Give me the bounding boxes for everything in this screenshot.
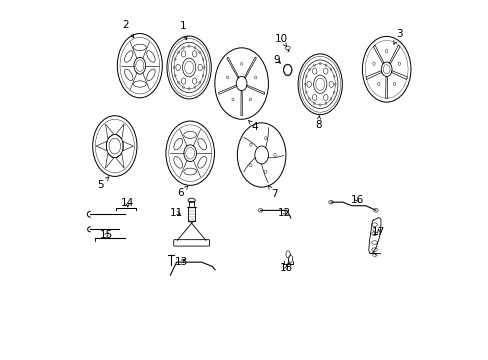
Text: 11: 11 bbox=[170, 208, 183, 218]
Text: 6: 6 bbox=[177, 186, 187, 198]
Text: 12: 12 bbox=[278, 208, 291, 218]
Text: 7: 7 bbox=[268, 185, 277, 199]
Text: 5: 5 bbox=[97, 177, 109, 190]
Text: 16: 16 bbox=[350, 195, 363, 204]
Text: 1: 1 bbox=[180, 21, 187, 40]
Text: 14: 14 bbox=[121, 198, 134, 207]
Text: 13: 13 bbox=[174, 257, 187, 267]
Text: 3: 3 bbox=[393, 28, 402, 44]
Text: 18: 18 bbox=[279, 263, 292, 273]
Text: 10: 10 bbox=[274, 34, 287, 47]
Text: 9: 9 bbox=[273, 55, 280, 65]
Text: 8: 8 bbox=[314, 116, 321, 130]
Text: 2: 2 bbox=[122, 19, 134, 38]
Text: 15: 15 bbox=[100, 230, 113, 240]
Text: 17: 17 bbox=[371, 227, 385, 237]
Text: 4: 4 bbox=[248, 121, 258, 132]
